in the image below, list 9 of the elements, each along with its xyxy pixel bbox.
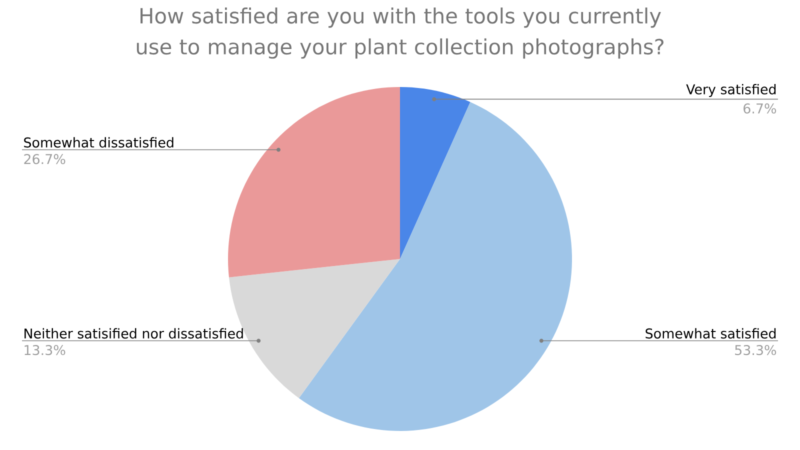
data-label: 26.7% (24, 154, 66, 164)
data-label: 13.3% (24, 344, 66, 356)
slice-label: Somewhat dissatisfied (24, 137, 174, 148)
data-label: 53.3% (735, 344, 776, 356)
data-label: 6.7% (744, 103, 776, 114)
slice-label: Neither satisified nor dissatisfied (24, 328, 243, 339)
chart-title: How satisfied are you with the tools you currently use to manage your plant collection photographs? (136, 8, 664, 59)
slice-label: Somewhat satisfied (646, 328, 776, 339)
slice-label: Very satisfied (686, 84, 776, 97)
